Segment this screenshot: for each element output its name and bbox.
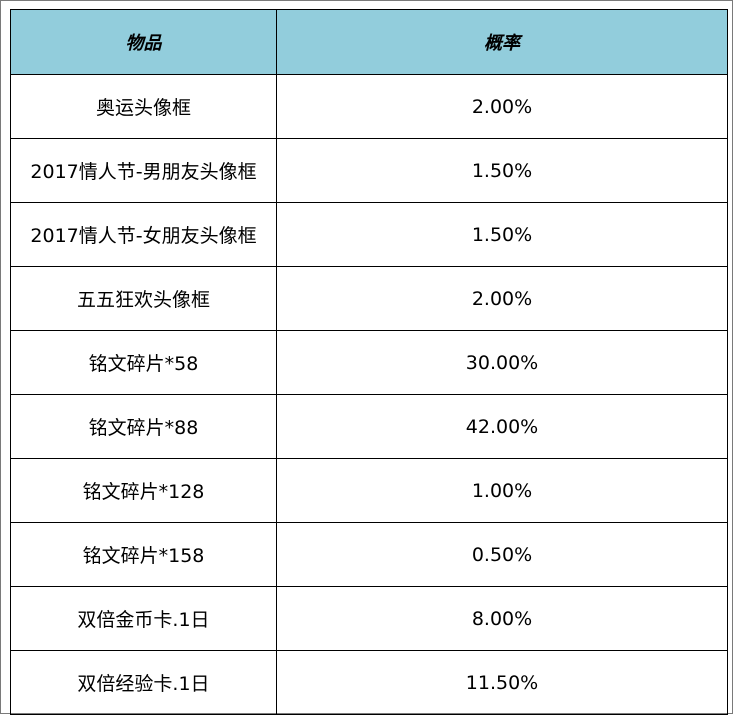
table-row: 2017情人节-男朋友头像框 1.50%: [10, 138, 728, 203]
item-cell: 2017情人节-女朋友头像框: [10, 202, 277, 267]
probability-cell: 8.00%: [276, 586, 728, 651]
table-row: 2017情人节-女朋友头像框 1.50%: [10, 202, 728, 267]
probability-cell: 1.50%: [276, 138, 728, 203]
probability-cell: 2.00%: [276, 266, 728, 331]
table-row: 双倍经验卡.1日 11.50%: [10, 650, 728, 715]
item-cell: 铭文碎片*158: [10, 522, 277, 587]
item-cell: 铭文碎片*128: [10, 458, 277, 523]
probability-cell: 1.00%: [276, 458, 728, 523]
probability-table: 物品 概率 奥运头像框 2.00% 2017情人节-男朋友头像框 1.50% 2…: [10, 9, 728, 715]
header-item: 物品: [10, 9, 277, 75]
table-row: 奥运头像框 2.00%: [10, 74, 728, 139]
probability-cell: 1.50%: [276, 202, 728, 267]
probability-cell: 30.00%: [276, 330, 728, 395]
table-row: 五五狂欢头像框 2.00%: [10, 266, 728, 331]
table-row: 双倍金币卡.1日 8.00%: [10, 586, 728, 651]
probability-cell: 42.00%: [276, 394, 728, 459]
item-cell: 双倍金币卡.1日: [10, 586, 277, 651]
item-cell: 2017情人节-男朋友头像框: [10, 138, 277, 203]
item-cell: 铭文碎片*88: [10, 394, 277, 459]
item-cell: 铭文碎片*58: [10, 330, 277, 395]
table-row: 铭文碎片*58 30.00%: [10, 330, 728, 395]
item-cell: 双倍经验卡.1日: [10, 650, 277, 715]
item-cell: 奥运头像框: [10, 74, 277, 139]
probability-cell: 0.50%: [276, 522, 728, 587]
table-row: 铭文碎片*128 1.00%: [10, 458, 728, 523]
table-row: 铭文碎片*158 0.50%: [10, 522, 728, 587]
probability-cell: 2.00%: [276, 74, 728, 139]
header-probability: 概率: [276, 9, 728, 75]
probability-cell: 11.50%: [276, 650, 728, 715]
table-row: 铭文碎片*88 42.00%: [10, 394, 728, 459]
item-cell: 五五狂欢头像框: [10, 266, 277, 331]
table-header-row: 物品 概率: [10, 9, 728, 75]
